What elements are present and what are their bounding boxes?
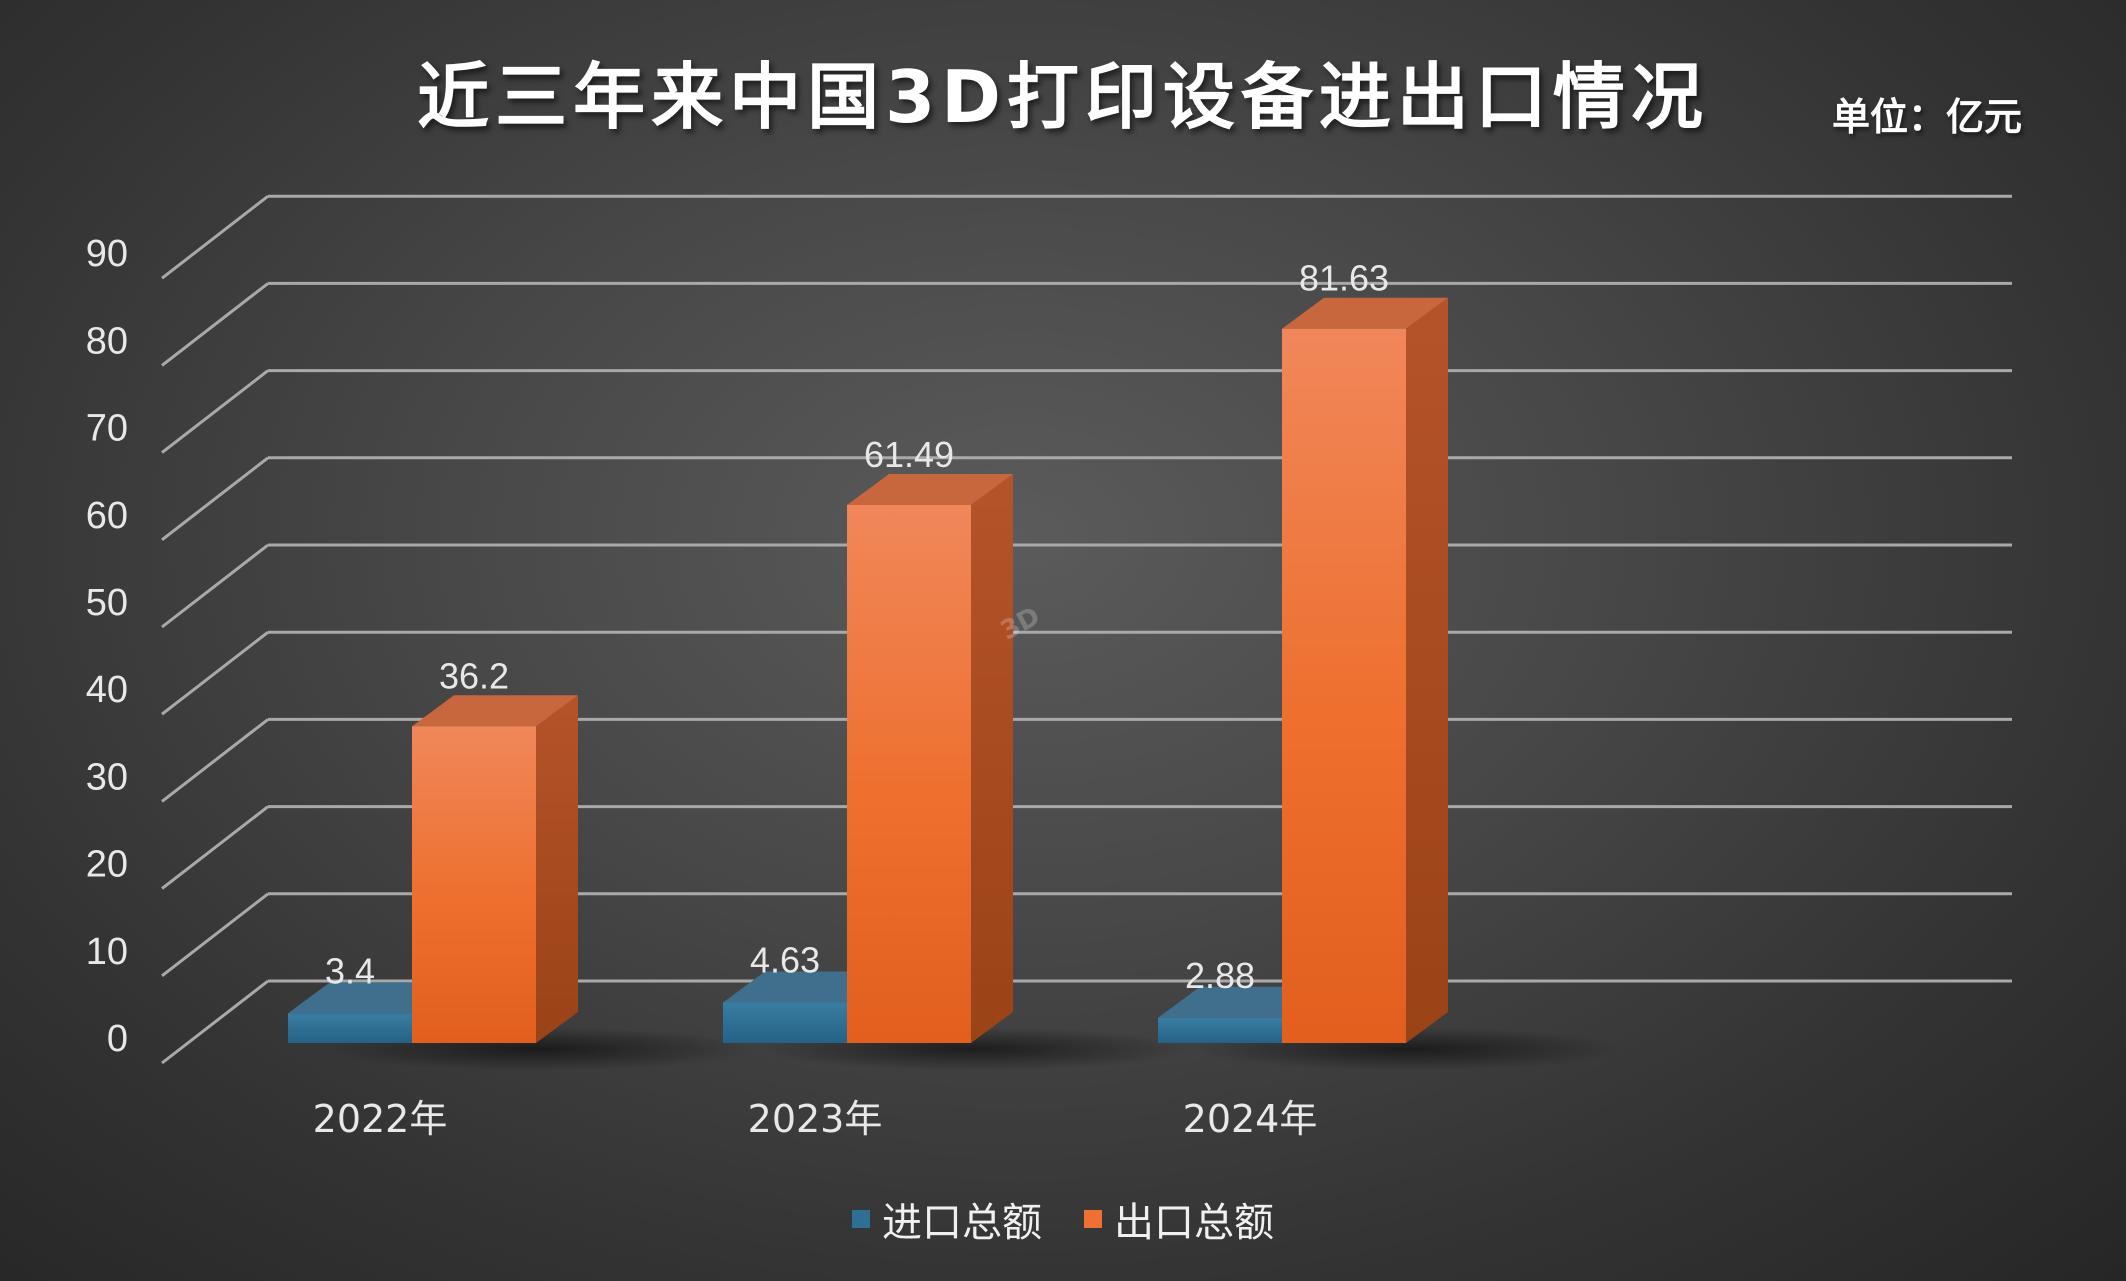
unit-label: 单位：亿元 (1831, 95, 2022, 139)
bars (288, 297, 1448, 1043)
export-bar-side (536, 695, 578, 1043)
export-bar-top (847, 473, 1013, 505)
y-tick-label: 40 (86, 669, 128, 711)
export-data-label: 61.49 (864, 434, 954, 475)
gridline-depth (161, 718, 269, 803)
legend-item-import: 进口总额 (852, 1190, 1042, 1248)
y-tick-label: 50 (86, 582, 128, 624)
import-bar (723, 1002, 847, 1043)
export-bar-top (1282, 297, 1448, 329)
y-tick-label: 30 (86, 756, 128, 798)
export-bar (847, 504, 971, 1043)
import-data-label: 3.4 (325, 950, 375, 991)
gridline-depth (161, 282, 269, 367)
y-tick-label: 10 (86, 931, 128, 973)
gridline-depth (161, 195, 269, 280)
y-tick-label: 70 (86, 408, 128, 450)
y-tick-label: 60 (86, 495, 128, 537)
export-bar (412, 726, 536, 1043)
legend-swatch-export (1084, 1210, 1102, 1228)
x-tick-label: 2022年 (313, 1097, 448, 1141)
legend: 进口总额 出口总额 (0, 1190, 2126, 1248)
x-tick-label: 2023年 (748, 1097, 883, 1141)
y-axis: 0 10 20 30 40 50 60 70 80 90 (86, 233, 128, 1060)
y-tick-label: 20 (86, 844, 128, 886)
legend-label-export: 出口总额 (1114, 1200, 1274, 1246)
data-labels: 3.4 36.2 4.63 61.49 2.88 81.63 (325, 258, 1389, 996)
y-tick-label: 80 (86, 320, 128, 362)
x-axis: 2022年 2023年 2024年 (313, 1097, 1318, 1141)
import-data-label: 4.63 (750, 939, 820, 980)
gridline-depth (161, 892, 269, 977)
x-tick-label: 2024年 (1183, 1097, 1318, 1141)
y-tick-label: 0 (107, 1018, 128, 1060)
export-data-label: 81.63 (1299, 258, 1389, 299)
legend-item-export: 出口总额 (1084, 1190, 1274, 1248)
import-bar (288, 1013, 412, 1043)
gridline-depth (161, 369, 269, 454)
export-data-label: 36.2 (439, 655, 509, 696)
export-bar-top (412, 695, 578, 727)
gridline-depth (161, 456, 269, 541)
export-bar-side (1406, 297, 1448, 1043)
gridline-depth (161, 543, 269, 629)
import-data-label: 2.88 (1185, 955, 1255, 996)
chart-title: 近三年来中国3D打印设备进出口情况 (417, 55, 1709, 139)
export-bar (1282, 328, 1406, 1043)
legend-label-import: 进口总额 (882, 1200, 1042, 1246)
gridline-depth (161, 979, 269, 1065)
y-tick-label: 90 (86, 233, 128, 275)
bar-shadows (323, 1027, 1623, 1071)
import-bar (1158, 1017, 1282, 1043)
gridline-depth (161, 805, 269, 890)
gridline-depth (161, 631, 269, 716)
legend-swatch-import (852, 1210, 870, 1228)
export-bar-side (971, 473, 1013, 1043)
